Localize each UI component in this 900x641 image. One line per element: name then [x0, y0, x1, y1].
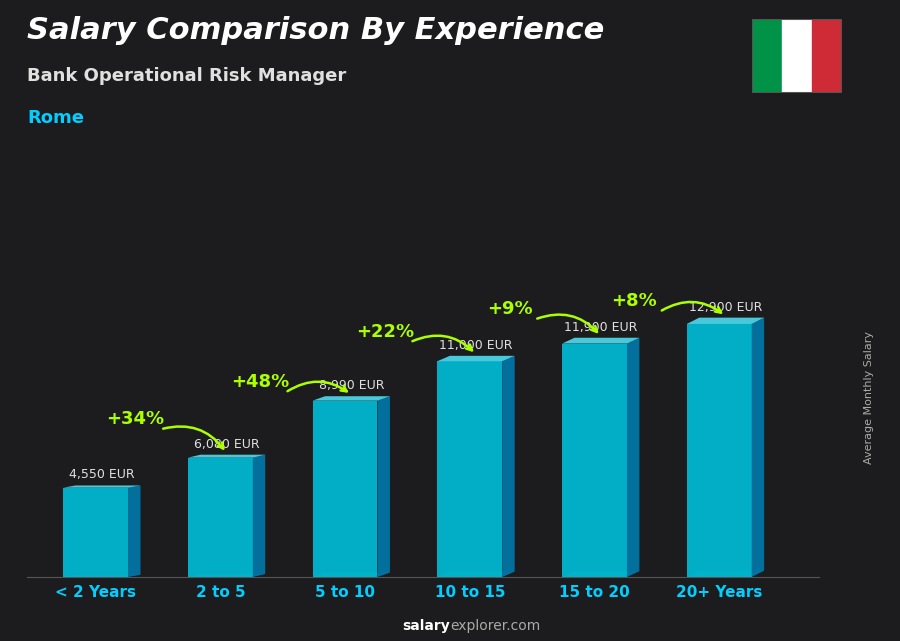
Text: 8,990 EUR: 8,990 EUR	[319, 379, 384, 392]
Polygon shape	[188, 458, 253, 577]
Text: Average Monthly Salary: Average Monthly Salary	[863, 331, 874, 464]
Bar	[752, 19, 781, 93]
Text: Bank Operational Risk Manager: Bank Operational Risk Manager	[27, 67, 346, 85]
Text: explorer.com: explorer.com	[450, 619, 540, 633]
Polygon shape	[627, 338, 639, 577]
Polygon shape	[188, 454, 266, 458]
Text: 6,080 EUR: 6,080 EUR	[194, 438, 259, 451]
Polygon shape	[312, 401, 377, 577]
Polygon shape	[188, 574, 266, 577]
Polygon shape	[687, 324, 752, 577]
Polygon shape	[63, 575, 140, 577]
Polygon shape	[377, 396, 390, 577]
Text: 12,900 EUR: 12,900 EUR	[688, 301, 762, 313]
Text: Salary Comparison By Experience: Salary Comparison By Experience	[27, 16, 604, 45]
Polygon shape	[562, 338, 639, 344]
Polygon shape	[437, 362, 502, 577]
Polygon shape	[562, 571, 639, 577]
Polygon shape	[253, 454, 266, 577]
Polygon shape	[687, 570, 764, 577]
Text: Rome: Rome	[27, 109, 84, 127]
Polygon shape	[63, 488, 128, 577]
Text: +8%: +8%	[611, 292, 657, 310]
Bar	[812, 19, 842, 93]
Text: 11,000 EUR: 11,000 EUR	[439, 339, 513, 352]
Polygon shape	[687, 318, 764, 324]
Text: salary: salary	[402, 619, 450, 633]
Polygon shape	[437, 356, 515, 362]
Polygon shape	[752, 318, 764, 577]
Polygon shape	[312, 396, 390, 401]
Polygon shape	[312, 572, 390, 577]
Polygon shape	[63, 485, 140, 488]
Polygon shape	[437, 572, 515, 577]
Text: +34%: +34%	[106, 410, 165, 428]
Polygon shape	[562, 344, 627, 577]
Polygon shape	[128, 485, 140, 577]
Polygon shape	[502, 356, 515, 577]
Text: 11,900 EUR: 11,900 EUR	[564, 320, 637, 334]
Bar	[781, 19, 812, 93]
Text: +48%: +48%	[231, 373, 290, 391]
Text: 4,550 EUR: 4,550 EUR	[69, 469, 135, 481]
Text: +22%: +22%	[356, 322, 414, 340]
Text: +9%: +9%	[487, 300, 533, 318]
